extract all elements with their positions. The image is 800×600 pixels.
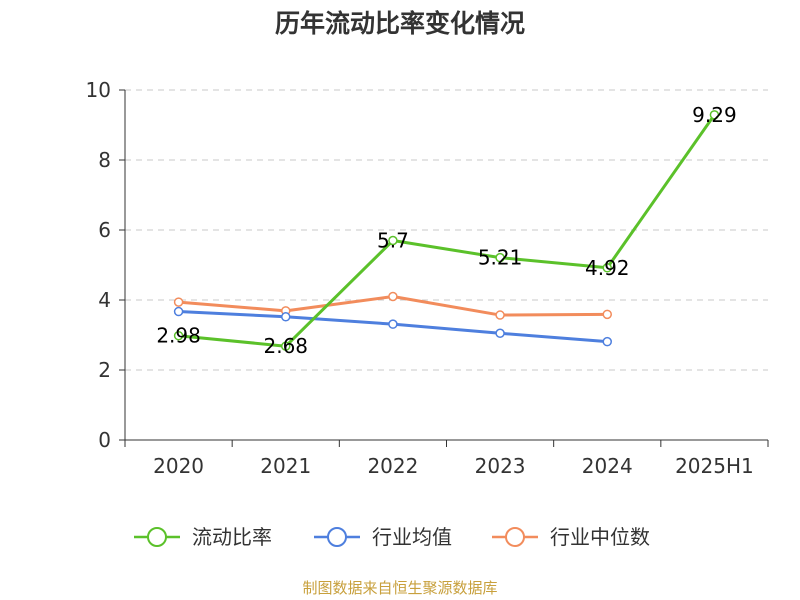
data-label: 5.7 (377, 229, 409, 253)
data-point (388, 319, 398, 329)
data-point (173, 297, 184, 307)
data-label: 9.29 (692, 103, 737, 127)
series-lines (173, 110, 720, 351)
data-label: 2.68 (263, 334, 308, 358)
y-tick-label: 10 (86, 78, 111, 102)
series-line (178, 113, 716, 348)
y-tick-label: 4 (98, 288, 111, 312)
legend-label: 行业均值 (372, 525, 452, 549)
gridlines (125, 89, 768, 371)
data-label: 4.92 (585, 256, 630, 280)
x-tick-label: 2022 (367, 454, 418, 478)
data-point (173, 330, 184, 341)
legend-label: 行业中位数 (550, 525, 650, 549)
legend: 流动比率 行业均值 行业中位数 (134, 525, 650, 549)
legend-swatch-marker (327, 527, 347, 547)
x-tick-label: 2020 (153, 454, 204, 478)
chart-title: 历年流动比率变化情况 (275, 9, 525, 38)
data-point (281, 341, 291, 351)
data-point (709, 110, 720, 120)
source-note: 制图数据来自恒生聚源数据库 (302, 579, 497, 597)
y-tick-label: 2 (98, 358, 111, 382)
legend-swatch-marker (505, 527, 525, 547)
legend-swatch-marker (147, 527, 167, 547)
data-point (173, 306, 184, 317)
data-point (495, 328, 505, 338)
data-point (495, 310, 505, 320)
y-tick-label: 6 (98, 218, 111, 242)
x-tick-label: 2023 (475, 454, 526, 478)
data-labels: 2.98 2.68 5.7 5.21 4.92 9.29 (156, 103, 736, 358)
data-label: 2.98 (156, 324, 201, 348)
data-point (388, 235, 398, 246)
data-point (602, 336, 612, 347)
data-point (602, 263, 612, 273)
data-point (602, 309, 612, 320)
x-tick-label: 2021 (260, 454, 311, 478)
axes: 0 2 4 6 8 10 2020 2021 2022 2023 2024 2025H1 (86, 78, 769, 478)
x-tick-label: 2025H1 (675, 454, 754, 478)
y-tick-label: 0 (98, 428, 111, 452)
x-tick-label: 2024 (582, 454, 633, 478)
y-tick-label: 8 (98, 148, 111, 172)
data-point (495, 252, 505, 263)
data-point (388, 291, 398, 302)
data-point (281, 312, 291, 322)
legend-label: 流动比率 (192, 525, 272, 549)
data-label: 5.21 (478, 246, 523, 270)
